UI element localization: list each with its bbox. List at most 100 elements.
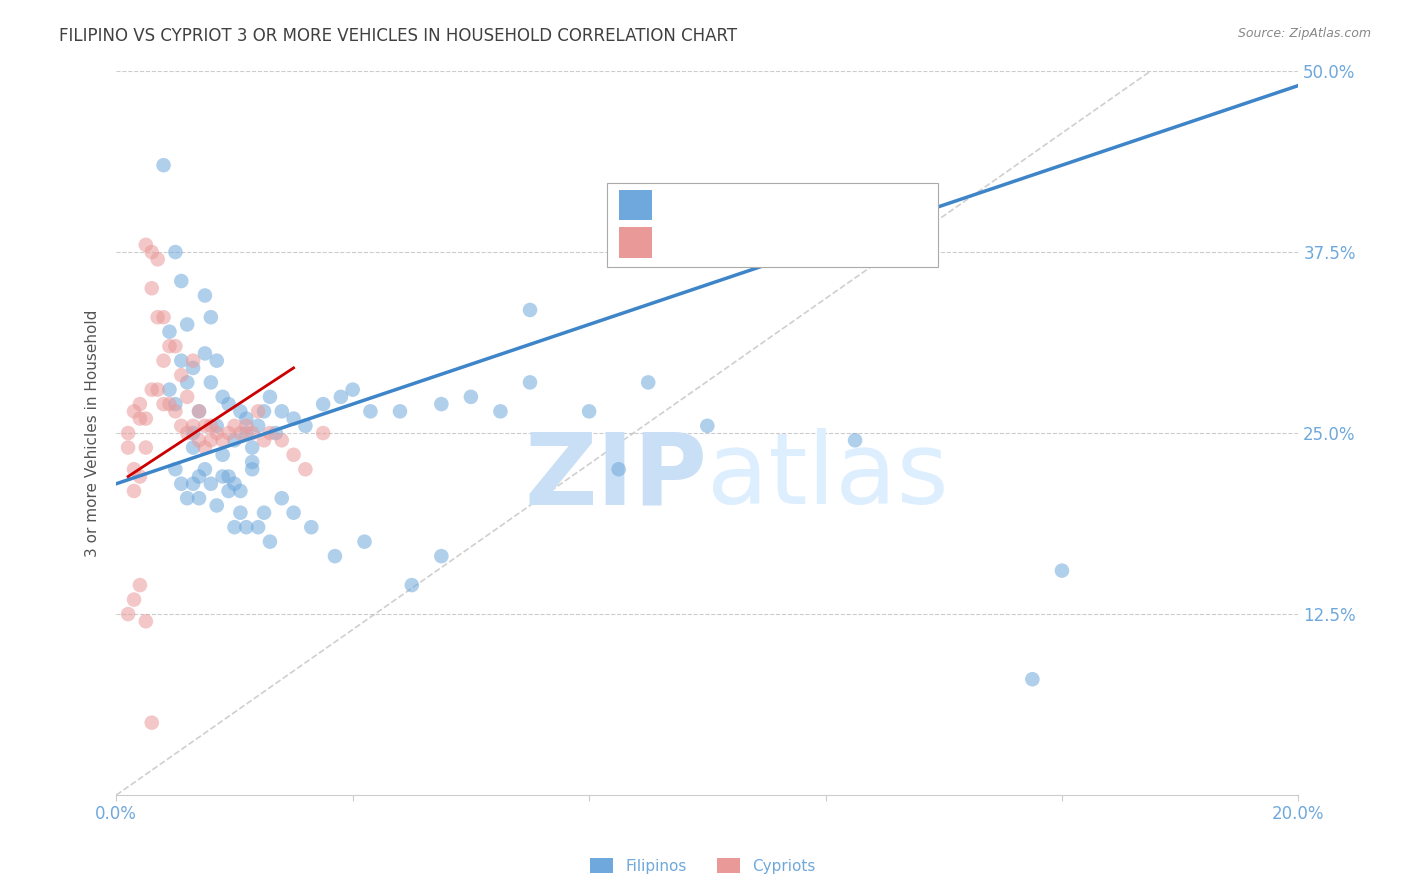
Point bbox=[122, 404, 145, 418]
Point bbox=[637, 376, 659, 390]
Point bbox=[170, 418, 193, 433]
Point bbox=[519, 376, 541, 390]
Point bbox=[165, 245, 187, 260]
Point bbox=[205, 418, 228, 433]
Point bbox=[844, 434, 866, 448]
Point bbox=[165, 404, 187, 418]
Point bbox=[159, 383, 181, 397]
Point bbox=[188, 491, 211, 506]
Point bbox=[152, 310, 174, 325]
Point bbox=[218, 483, 240, 498]
Point bbox=[224, 520, 246, 534]
Point bbox=[135, 411, 157, 425]
Point bbox=[200, 310, 222, 325]
Point bbox=[294, 418, 316, 433]
Point bbox=[240, 462, 263, 476]
Point bbox=[235, 520, 257, 534]
Point bbox=[240, 425, 263, 440]
Point bbox=[205, 353, 228, 368]
Point bbox=[388, 404, 411, 418]
Point bbox=[170, 353, 193, 368]
Point bbox=[146, 310, 169, 325]
Point bbox=[152, 353, 174, 368]
Point bbox=[329, 390, 352, 404]
Point bbox=[159, 325, 181, 339]
Text: Source: ZipAtlas.com: Source: ZipAtlas.com bbox=[1237, 27, 1371, 40]
Point bbox=[353, 534, 375, 549]
Point bbox=[401, 578, 423, 592]
Point bbox=[165, 339, 187, 353]
Point bbox=[264, 425, 287, 440]
Point bbox=[188, 404, 211, 418]
Point bbox=[240, 441, 263, 455]
Point bbox=[170, 368, 193, 383]
Bar bbox=[619, 227, 652, 258]
Point bbox=[159, 397, 181, 411]
Point bbox=[229, 425, 252, 440]
Text: ZIP: ZIP bbox=[524, 428, 707, 525]
Point bbox=[235, 411, 257, 425]
Point bbox=[146, 383, 169, 397]
Point bbox=[211, 390, 233, 404]
Text: R = 0.339: R = 0.339 bbox=[666, 234, 763, 252]
Text: FILIPINO VS CYPRIOT 3 OR MORE VEHICLES IN HOUSEHOLD CORRELATION CHART: FILIPINO VS CYPRIOT 3 OR MORE VEHICLES I… bbox=[59, 27, 737, 45]
Point bbox=[181, 425, 204, 440]
Point bbox=[211, 469, 233, 483]
Point bbox=[152, 158, 174, 172]
Point bbox=[224, 434, 246, 448]
Point bbox=[270, 491, 292, 506]
Point bbox=[176, 318, 198, 332]
Point bbox=[165, 462, 187, 476]
Point bbox=[578, 404, 600, 418]
Point bbox=[247, 404, 270, 418]
Point bbox=[359, 404, 381, 418]
Point bbox=[253, 506, 276, 520]
Point bbox=[176, 491, 198, 506]
Point bbox=[218, 425, 240, 440]
Point bbox=[170, 274, 193, 288]
Point bbox=[176, 390, 198, 404]
Point bbox=[135, 615, 157, 629]
Point bbox=[129, 578, 152, 592]
Point bbox=[323, 549, 346, 563]
Point bbox=[259, 425, 281, 440]
Point bbox=[270, 404, 292, 418]
Point bbox=[229, 506, 252, 520]
Point bbox=[159, 339, 181, 353]
Point bbox=[141, 383, 163, 397]
Point bbox=[430, 397, 453, 411]
Point bbox=[1021, 672, 1043, 686]
Point bbox=[489, 404, 512, 418]
Point bbox=[170, 476, 193, 491]
Point bbox=[696, 418, 718, 433]
Point bbox=[1050, 564, 1073, 578]
Point bbox=[253, 404, 276, 418]
Point bbox=[235, 418, 257, 433]
Point bbox=[141, 245, 163, 260]
Point bbox=[135, 441, 157, 455]
Point bbox=[283, 411, 305, 425]
Point bbox=[312, 425, 335, 440]
Point bbox=[176, 376, 198, 390]
Point bbox=[188, 404, 211, 418]
Point bbox=[129, 469, 152, 483]
Point bbox=[430, 549, 453, 563]
Point bbox=[211, 434, 233, 448]
Point bbox=[194, 346, 217, 360]
Point bbox=[194, 418, 217, 433]
Point bbox=[247, 418, 270, 433]
Point bbox=[117, 607, 139, 621]
Point bbox=[194, 462, 217, 476]
Point bbox=[117, 425, 139, 440]
Text: atlas: atlas bbox=[707, 428, 949, 525]
Point bbox=[122, 592, 145, 607]
Point bbox=[224, 418, 246, 433]
Point bbox=[205, 499, 228, 513]
Text: N = 55: N = 55 bbox=[814, 234, 882, 252]
Point bbox=[247, 520, 270, 534]
Point bbox=[181, 476, 204, 491]
Text: R = 0.355: R = 0.355 bbox=[666, 196, 763, 214]
Point bbox=[122, 462, 145, 476]
Point bbox=[181, 353, 204, 368]
Text: N = 80: N = 80 bbox=[814, 196, 882, 214]
